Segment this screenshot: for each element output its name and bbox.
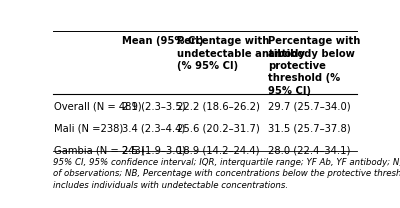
Text: Percentage with
undetectable antibody
(% 95% CI): Percentage with undetectable antibody (%…: [177, 36, 305, 71]
Text: 3.4 (2.3–4.4): 3.4 (2.3–4.4): [122, 124, 186, 134]
Text: Mali (N =238): Mali (N =238): [54, 124, 124, 134]
Text: 2.5 (1.9–3.0): 2.5 (1.9–3.0): [122, 145, 186, 155]
Text: 25.6 (20.2–31.7): 25.6 (20.2–31.7): [177, 124, 260, 134]
Text: 28.0 (22.4–34.1): 28.0 (22.4–34.1): [268, 145, 351, 155]
Text: Mean (95% CI): Mean (95% CI): [122, 36, 204, 46]
Text: Overall (N = 481): Overall (N = 481): [54, 102, 142, 112]
Text: 18.9 (14.2–24.4): 18.9 (14.2–24.4): [177, 145, 260, 155]
Text: Gambia (N = 243): Gambia (N = 243): [54, 145, 145, 155]
Text: 22.2 (18.6–26.2): 22.2 (18.6–26.2): [177, 102, 260, 112]
Text: Percentage with
antibody below
protective
threshold (%
95% CI): Percentage with antibody below protectiv…: [268, 36, 361, 96]
Text: 95% CI, 95% confidence interval; IQR, interquartile range; YF Ab, YF antibody; N: 95% CI, 95% confidence interval; IQR, in…: [53, 158, 400, 190]
Text: 2.9 (2.3–3.5): 2.9 (2.3–3.5): [122, 102, 186, 112]
Text: 31.5 (25.7–37.8): 31.5 (25.7–37.8): [268, 124, 351, 134]
Text: 29.7 (25.7–34.0): 29.7 (25.7–34.0): [268, 102, 351, 112]
